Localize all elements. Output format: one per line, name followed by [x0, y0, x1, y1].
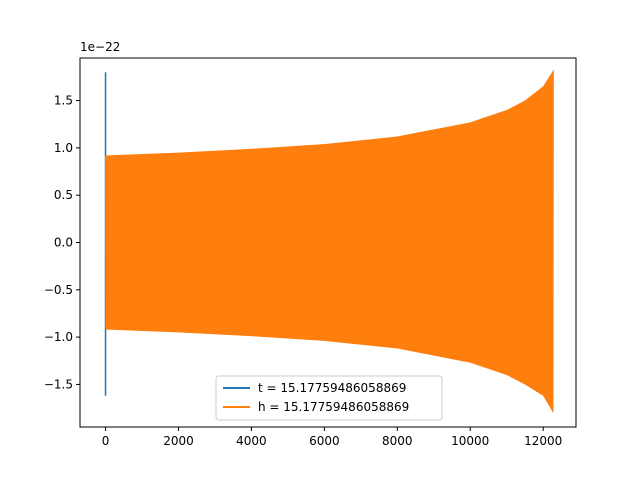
x-tick-label: 4000 [236, 434, 267, 448]
legend-box [215, 375, 443, 421]
y-tick-label: 1.0 [54, 141, 73, 155]
x-tick-label: 8000 [382, 434, 413, 448]
y-tick-label: 0.0 [54, 236, 73, 250]
plot-area [104, 70, 554, 413]
x-tick-label: 0 [102, 434, 110, 448]
x-tick-label: 10000 [451, 434, 489, 448]
x-tick-label: 12000 [524, 434, 562, 448]
x-tick-label: 6000 [309, 434, 340, 448]
y-tick-label: 0.5 [54, 188, 73, 202]
legend-label: h = 15.17759486058869 [258, 400, 409, 414]
y-tick-label: −1.0 [44, 330, 73, 344]
y-scale-label: 1e−22 [80, 40, 120, 54]
legend[interactable]: t = 15.17759486058869 h = 15.177594860588… [215, 375, 443, 421]
x-axis: 0 2000 4000 6000 8000 10000 12000 [102, 427, 562, 448]
legend-label: t = 15.17759486058869 [258, 381, 406, 395]
y-tick-label: −1.5 [44, 377, 73, 391]
y-tick-label: −0.5 [44, 283, 73, 297]
x-tick-label: 2000 [163, 434, 194, 448]
y-tick-label: 1.5 [54, 94, 73, 108]
y-axis: −1.5 −1.0 −0.5 0.0 0.5 1.0 1.5 [44, 94, 80, 391]
series-h-line [105, 70, 554, 413]
